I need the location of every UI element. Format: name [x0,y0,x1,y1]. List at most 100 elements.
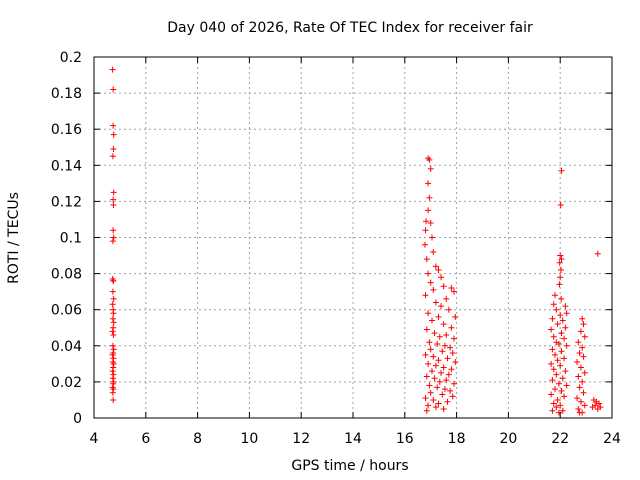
data-point [579,378,586,385]
data-point [589,404,596,411]
data-point [440,364,447,371]
data-point [110,189,117,196]
data-point [422,292,429,299]
data-point [561,335,568,342]
data-point [555,380,562,387]
data-point [425,360,432,367]
data-point [574,395,581,402]
data-point [426,156,433,163]
data-point [425,310,432,317]
x-tick-label: 10 [240,431,258,447]
data-point [440,283,447,290]
data-point [423,256,430,263]
data-point [563,310,570,317]
data-point [581,402,588,409]
data-point [110,277,117,284]
data-point [426,194,433,201]
data-point [448,285,455,292]
data-point [449,393,456,400]
data-point [423,326,430,333]
data-point [443,295,450,302]
x-tick-label: 20 [499,431,517,447]
y-tick-label: 0.04 [51,339,82,355]
data-point [428,234,435,241]
data-point [110,295,117,302]
data-point [555,340,562,347]
data-point [432,299,439,306]
data-point [559,375,566,382]
data-point [431,330,438,337]
data-point [552,386,559,393]
data-point [451,288,458,295]
data-point [576,384,583,391]
data-point [562,303,569,310]
data-point [441,386,448,393]
data-point [445,371,452,378]
data-point [109,153,116,160]
data-point [554,357,561,364]
data-point [558,348,565,355]
x-tick-label: 24 [603,431,621,447]
data-point [428,317,435,324]
data-point [577,364,584,371]
data-point [447,344,454,351]
data-point [430,248,437,255]
data-point [110,355,117,362]
data-point [550,366,557,373]
data-point [558,295,565,302]
data-point [443,331,450,338]
data-point [422,351,429,358]
data-point [549,315,556,322]
data-point [441,342,448,349]
x-tick-labels: 4 6 8 10 12 14 16 18 20 22 24 [90,431,621,447]
data-point [561,355,568,362]
data-point [443,377,450,384]
data-point [430,353,437,360]
data-point [550,301,557,308]
x-tick-label: 22 [551,431,569,447]
data-point [556,259,563,266]
data-point [110,319,117,326]
data-point [440,405,447,412]
data-point [451,380,458,387]
data-point [448,324,455,331]
data-point [434,340,441,347]
data-point [448,366,455,373]
data-point [109,342,116,349]
x-tick-label: 6 [141,431,150,447]
y-tick-label: 0.08 [51,267,82,283]
data-point [109,315,116,322]
data-point [110,331,117,338]
data-point [452,359,459,366]
y-tick-label: 0.1 [60,231,82,247]
data-point [596,400,603,407]
data-point [452,313,459,320]
data-point [557,362,564,369]
data-point [110,227,117,234]
data-point [109,351,116,358]
data-point [439,348,446,355]
data-point [548,391,555,398]
data-point [549,377,556,384]
data-point [110,364,117,371]
data-point [110,122,117,129]
data-point [553,306,560,313]
data-point [557,402,564,409]
grid [94,57,612,418]
data-point [434,384,441,391]
data-point [110,86,117,93]
data-point [563,382,570,389]
data-point [576,409,583,416]
data-point [428,368,435,375]
data-point [447,387,454,394]
data-point [559,407,566,414]
data-point [558,387,565,394]
data-point [109,288,116,295]
data-point [577,328,584,335]
data-point [449,350,456,357]
data-point [110,146,117,153]
data-point [579,344,586,351]
data-point [438,303,445,310]
data-point [110,386,117,393]
data-point [427,279,434,286]
